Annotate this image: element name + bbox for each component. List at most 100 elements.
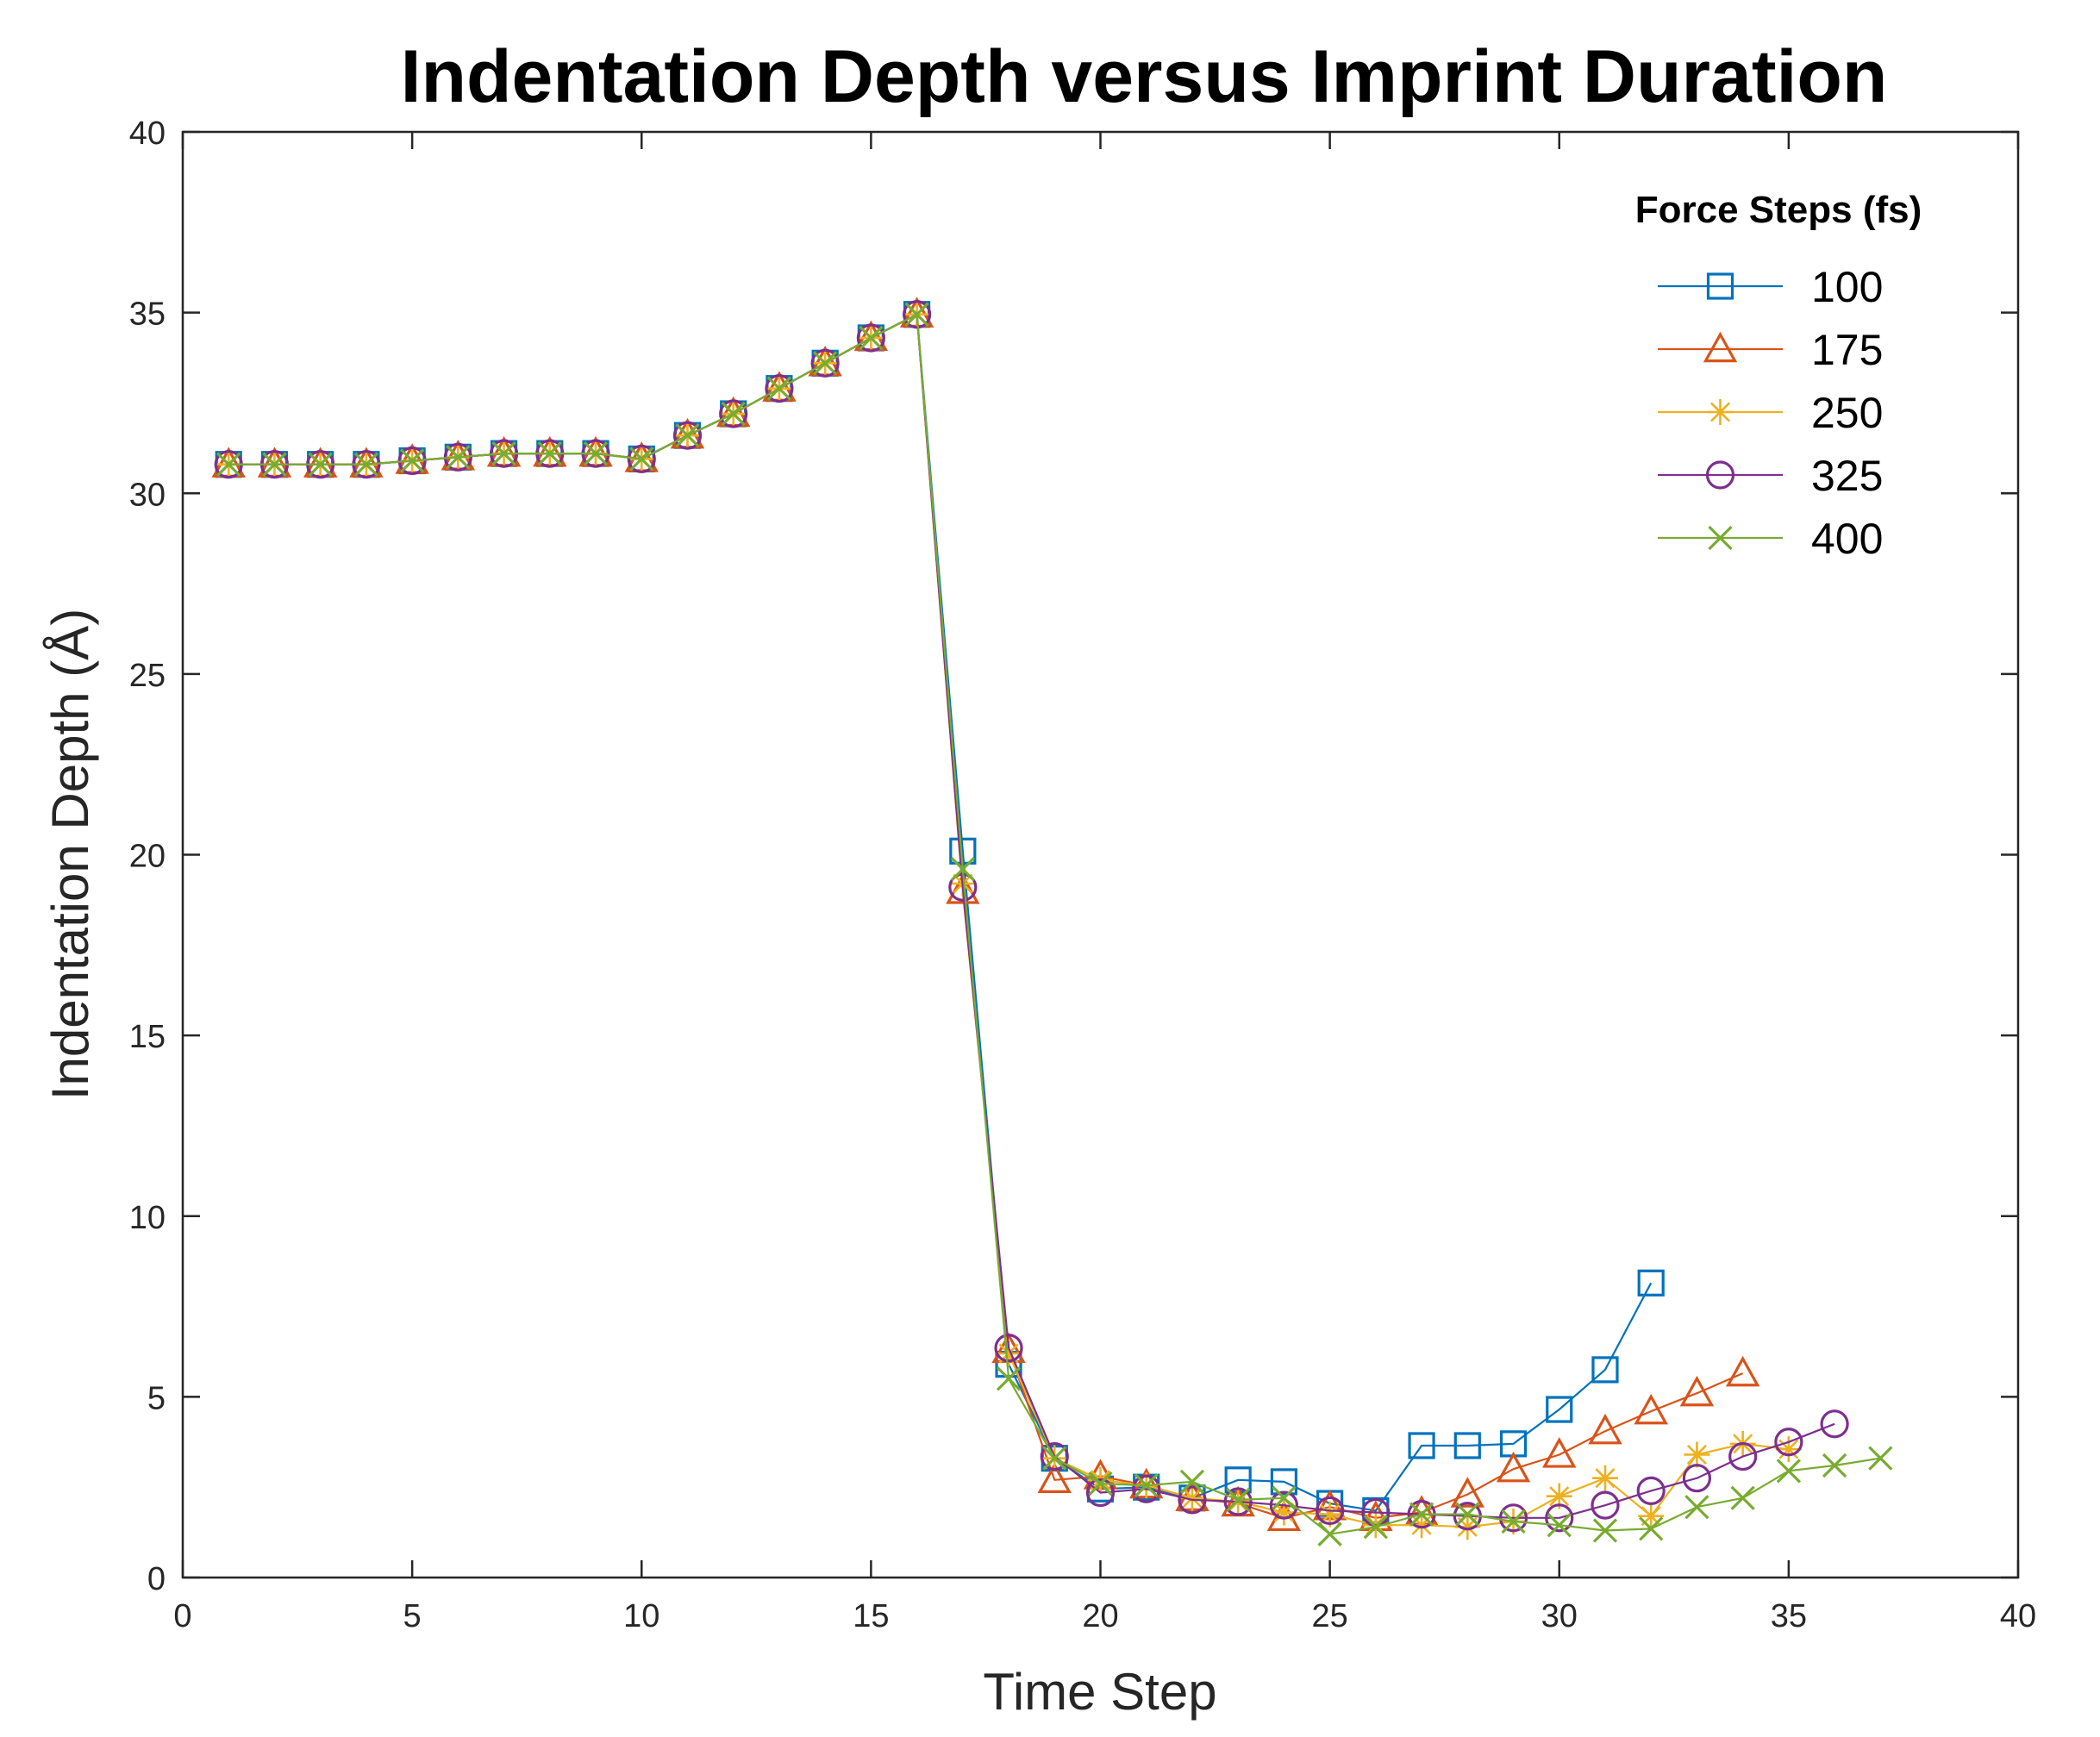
- y-tick-label: 25: [129, 658, 166, 694]
- data-point-400: [996, 1366, 1022, 1391]
- legend-label: 100: [1811, 263, 1883, 311]
- data-point-325: [397, 446, 427, 476]
- data-point-325: [672, 421, 703, 450]
- data-point-400: [859, 325, 884, 351]
- data-point-250: [1454, 1514, 1481, 1540]
- data-point-175: [1450, 1477, 1485, 1508]
- legend-entry-175: 175: [1658, 326, 1883, 374]
- data-point-175: [1542, 1437, 1577, 1468]
- data-point-325: [1040, 1441, 1069, 1471]
- legend-marker: [1703, 331, 1738, 363]
- legend-title: Force Steps (fs): [1635, 189, 1922, 231]
- legend: Force Steps (fs) 100 175 250 325 400: [1635, 189, 1922, 563]
- data-point-400: [950, 857, 975, 882]
- data-point-325: [1085, 1478, 1116, 1508]
- legend-entry-325: 325: [1658, 452, 1883, 500]
- legend-label: 400: [1811, 515, 1883, 563]
- chart-title: Indentation Depth versus Imprint Duratio…: [401, 35, 1888, 118]
- data-point-325: [1223, 1487, 1253, 1516]
- x-tick-label: 35: [1771, 1598, 1807, 1634]
- data-point-250: [996, 1340, 1022, 1367]
- data-point-325: [1498, 1503, 1528, 1533]
- data-point-100: [1637, 1269, 1665, 1297]
- data-point-400: [1134, 1472, 1159, 1498]
- x-tick-label: 40: [2000, 1598, 2036, 1634]
- data-point-400: [1547, 1513, 1572, 1538]
- data-point-325: [1591, 1490, 1620, 1520]
- data-point-325: [902, 300, 932, 329]
- data-point-325: [443, 442, 472, 472]
- data-point-250: [1178, 1484, 1205, 1511]
- legend-marker: [1705, 460, 1735, 490]
- data-point-400: [353, 452, 379, 477]
- data-point-400: [491, 441, 516, 466]
- legend-entry-400: 400: [1658, 515, 1883, 563]
- legend-label: 250: [1811, 389, 1883, 437]
- data-point-325: [1132, 1474, 1161, 1503]
- y-tick-label: 20: [129, 839, 166, 875]
- data-point-175: [1037, 1462, 1072, 1494]
- data-point-325: [1774, 1428, 1803, 1457]
- data-point-400: [1226, 1487, 1251, 1512]
- legend-marker: [1707, 399, 1734, 425]
- y-tick-label: 5: [147, 1380, 166, 1416]
- data-point-400: [262, 452, 287, 477]
- data-point-400: [583, 441, 609, 466]
- data-point-175: [1725, 1355, 1760, 1387]
- data-point-325: [1269, 1490, 1299, 1520]
- data-point-100: [1270, 1468, 1298, 1496]
- data-point-250: [1638, 1503, 1665, 1529]
- data-point-175: [1679, 1375, 1715, 1407]
- data-point-325: [765, 374, 794, 403]
- x-tick-label: 25: [1311, 1598, 1347, 1634]
- data-point-325: [810, 348, 840, 378]
- data-point-400: [1868, 1446, 1893, 1471]
- data-point-400: [904, 302, 929, 327]
- data-point-325: [994, 1334, 1023, 1363]
- legend-marker: [1706, 272, 1734, 300]
- data-point-325: [856, 323, 885, 353]
- y-tick-label: 15: [129, 1019, 166, 1055]
- data-point-325: [627, 444, 656, 474]
- y-tick-label: 0: [147, 1561, 166, 1597]
- data-point-175: [1496, 1451, 1531, 1483]
- data-point-100: [1453, 1432, 1481, 1459]
- data-point-400: [1822, 1453, 1847, 1478]
- data-point-250: [1271, 1499, 1297, 1526]
- data-point-400: [1501, 1509, 1526, 1534]
- x-tick-label: 30: [1541, 1598, 1578, 1634]
- legend-label: 325: [1811, 452, 1883, 500]
- x-tick-label: 20: [1082, 1598, 1118, 1634]
- data-point-325: [1316, 1496, 1345, 1526]
- data-point-400: [1684, 1495, 1709, 1520]
- series-layer: [211, 297, 1893, 1546]
- y-tick-label: 10: [129, 1200, 166, 1236]
- x-tick-label: 15: [853, 1598, 889, 1634]
- data-point-175: [1634, 1393, 1668, 1425]
- data-point-400: [721, 401, 746, 427]
- data-point-250: [1316, 1501, 1343, 1528]
- data-point-325: [1636, 1476, 1666, 1505]
- data-point-100: [1408, 1432, 1435, 1459]
- data-point-400: [1455, 1502, 1480, 1527]
- data-point-400: [399, 448, 425, 473]
- y-tick-label: 30: [129, 477, 166, 513]
- data-point-250: [1409, 1512, 1435, 1539]
- data-point-400: [216, 452, 241, 477]
- data-point-400: [1363, 1515, 1388, 1540]
- data-point-400: [1639, 1516, 1664, 1541]
- data-point-400: [1088, 1471, 1113, 1496]
- data-point-400: [629, 447, 654, 472]
- legend-label: 175: [1811, 326, 1883, 374]
- data-point-325: [719, 399, 748, 428]
- data-point-325: [1820, 1409, 1849, 1439]
- data-point-400: [1042, 1446, 1067, 1471]
- x-tick-label: 10: [623, 1598, 659, 1634]
- data-point-250: [1684, 1441, 1710, 1468]
- legend-entry-250: 250: [1658, 389, 1883, 437]
- data-point-400: [1179, 1469, 1205, 1495]
- data-point-400: [1776, 1459, 1802, 1484]
- data-point-325: [1728, 1441, 1758, 1471]
